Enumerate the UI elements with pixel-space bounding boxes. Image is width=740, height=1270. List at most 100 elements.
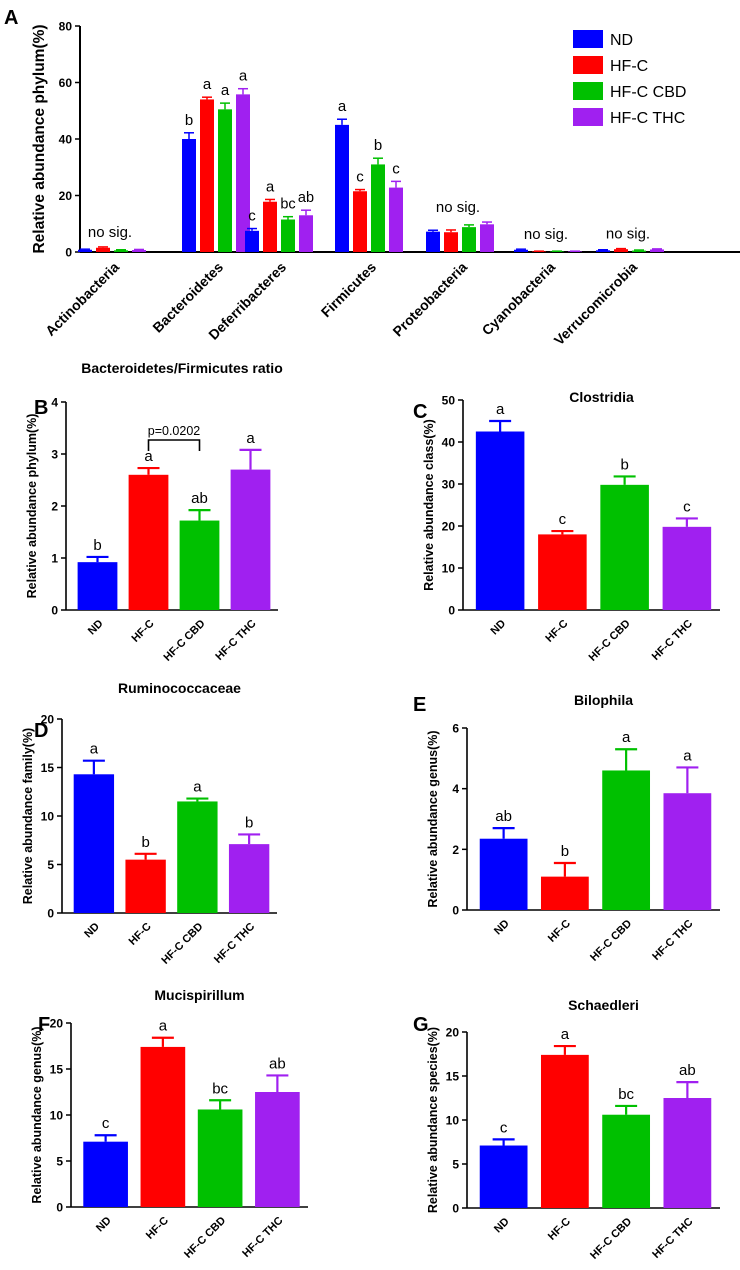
panel-c: C Clostridia 0 10 20 30 40 50 Relative abundance…	[413, 389, 720, 664]
significance-letter: c	[500, 1119, 508, 1136]
y-tick-label: 10	[41, 810, 55, 824]
y-tick-label: 5	[56, 1155, 63, 1169]
comparison-bracket	[147, 439, 201, 451]
bar-nd-deferribacteres	[245, 230, 259, 252]
bar-hf-c-cbd	[602, 1114, 651, 1208]
significance-letter: a	[203, 76, 212, 93]
y-tick-label: 5	[47, 858, 54, 872]
legend-swatch-hf-c-thc	[573, 108, 603, 126]
panel-d: D Ruminococcaceae 0 5 10 15 20 Relative abundan…	[21, 680, 277, 967]
x-tick-label: ND	[94, 1215, 114, 1235]
bar-hf-c-cbd-deferribacteres	[281, 219, 295, 252]
significance-label: no sig.	[606, 226, 650, 243]
bar-hf-c-cbd	[602, 770, 651, 910]
significance-letter: a	[338, 98, 347, 115]
bar-hf-c	[140, 1046, 186, 1207]
significance-label: no sig.	[436, 199, 480, 216]
bar-hf-c-thc	[663, 793, 712, 910]
y-tick-label: 1	[51, 552, 58, 566]
significance-letter: a	[496, 401, 505, 418]
significance-letter: ab	[269, 1055, 286, 1072]
category-group-verrucomicrobia: Verrucomicrobia no sig.	[551, 226, 664, 349]
significance-label: no sig.	[524, 226, 568, 243]
significance-letter: a	[266, 178, 275, 195]
bar-hf-c-cbd	[179, 520, 220, 610]
significance-letter: a	[221, 82, 230, 99]
significance-letter: b	[245, 814, 253, 831]
bar-hf-c-thc-deferribacteres	[299, 215, 313, 252]
y-tick-label: 20	[446, 1026, 460, 1040]
y-tick-label: 3	[51, 448, 58, 462]
panel-title: Mucispirillum	[154, 987, 244, 1003]
significance-letter: b	[185, 112, 193, 129]
x-tick-label: Verrucomicrobia	[551, 259, 641, 349]
significance-letter: a	[90, 741, 99, 758]
bar-hf-c-cbd	[600, 484, 649, 610]
x-tick-label: HF-C THC	[212, 921, 257, 966]
bar-hf-c-thc	[230, 469, 271, 610]
y-tick-label: 2	[452, 843, 459, 857]
bar-nd-proteobacteria	[426, 231, 440, 252]
bar-hf-c-thc	[663, 1098, 712, 1208]
x-tick-label: ND	[86, 618, 106, 638]
bar-hf-c	[540, 1054, 589, 1208]
bar-hf-c	[128, 474, 169, 610]
y-axis-label: Relative abundance class(%)	[422, 419, 436, 591]
panel-letter: A	[4, 7, 18, 29]
category-group-firmicutes: Firmicutes a cbc	[318, 98, 403, 320]
significance-letter: bc	[618, 1086, 634, 1103]
bar-hf-c-cbd-bacteroidetes	[218, 109, 232, 253]
y-tick-label: 5	[452, 1158, 459, 1172]
bar-hf-c-firmicutes	[353, 191, 367, 252]
bar-hf-c-bacteroidetes	[200, 99, 214, 252]
x-tick-label: HF-C CBD	[587, 618, 633, 664]
significance-letter: ab	[298, 190, 314, 206]
bar-nd	[83, 1141, 128, 1207]
x-tick-label: ND	[492, 918, 512, 938]
legend-swatch-nd	[573, 30, 603, 48]
bar-hf-c-cbd	[177, 801, 218, 913]
bar-hf-c-thc	[228, 844, 270, 913]
x-tick-label: HF-C	[127, 921, 154, 948]
x-tick-label: HF-C	[546, 918, 573, 945]
bar-nd-actinobacteria	[78, 249, 92, 252]
y-axis-label: Relative abundance genus(%)	[30, 1026, 44, 1203]
x-tick-label: HF-C THC	[213, 618, 258, 663]
y-tick-label: 15	[50, 1063, 64, 1077]
y-tick-label: 40	[59, 133, 73, 147]
significance-letter: bc	[280, 197, 295, 213]
bar-hf-c-cbd-firmicutes	[371, 164, 385, 252]
significance-letter: b	[141, 834, 149, 851]
x-tick-label: HF-C THC	[240, 1215, 285, 1260]
y-tick-label: 4	[452, 782, 459, 796]
y-axis-label: Relative abundance phylum(%)	[25, 414, 39, 599]
panel-letter: C	[413, 401, 427, 423]
y-axis-label: Relative abundance family(%)	[21, 728, 35, 904]
y-tick-label: 10	[442, 562, 456, 576]
y-tick-label: 30	[442, 478, 456, 492]
bar-hf-c	[125, 859, 166, 913]
bar-nd-cyanobacteria	[514, 249, 528, 252]
y-tick-label: 20	[50, 1017, 64, 1031]
bar-nd-firmicutes	[335, 124, 349, 252]
bar-hf-c-cbd-actinobacteria	[114, 250, 128, 252]
x-tick-label: Cyanobacteria	[479, 259, 559, 339]
bar-hf-c-thc-bacteroidetes	[236, 94, 250, 253]
bar-nd	[479, 1145, 528, 1208]
panel-letter: E	[413, 694, 426, 716]
x-tick-label: HF-C	[144, 1215, 171, 1242]
bar-hf-c-thc	[662, 526, 712, 610]
bar-hf-c-thc-firmicutes	[389, 187, 403, 252]
y-tick-label: 50	[442, 394, 456, 408]
y-tick-label: 6	[452, 722, 459, 736]
significance-letter: c	[102, 1115, 110, 1132]
x-tick-label: HF-C THC	[650, 1216, 695, 1261]
significance-letter: ab	[679, 1062, 696, 1079]
legend: ND HF-C HF-C CBD HF-C THC	[573, 30, 686, 127]
y-tick-label: 10	[50, 1109, 64, 1123]
y-axis-label: Relative abundance phylum(%)	[31, 24, 48, 253]
panel-title: Bilophila	[574, 692, 633, 708]
panel-title: Schaedleri	[568, 997, 639, 1013]
